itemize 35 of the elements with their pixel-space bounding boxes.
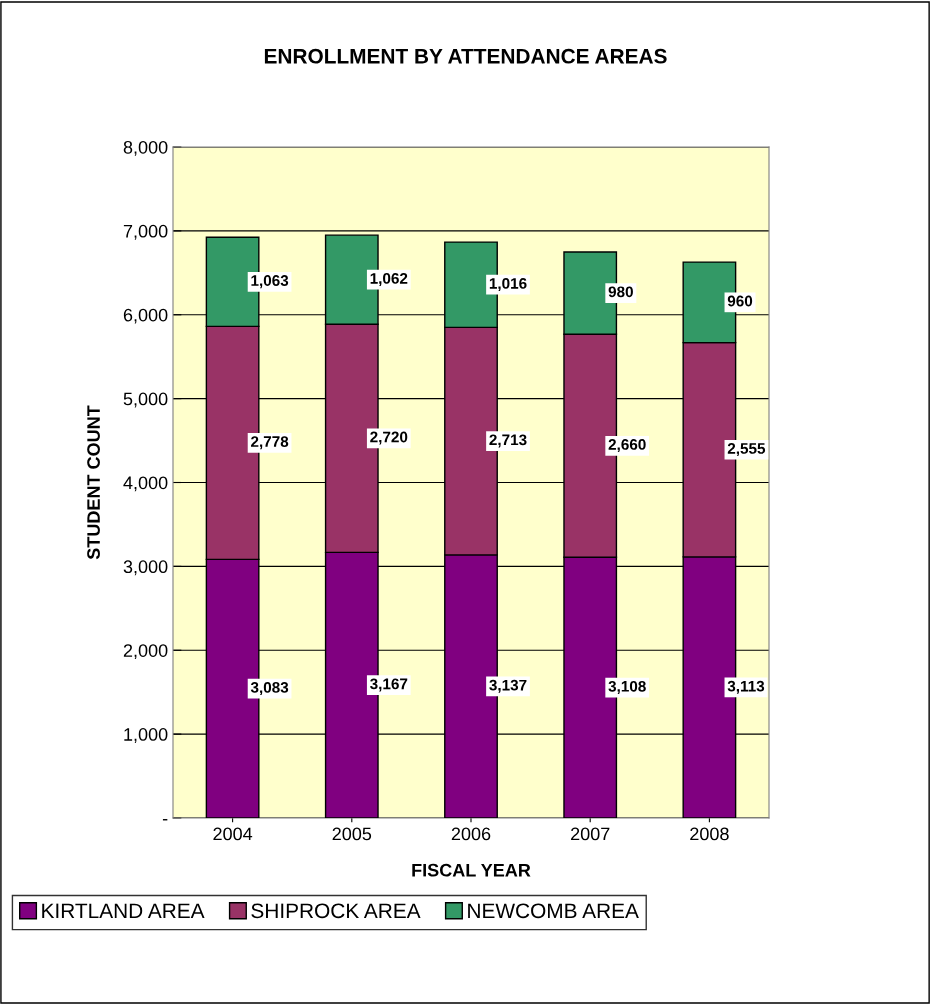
- data-label: 2,555: [727, 443, 766, 457]
- data-label: 3,083: [250, 681, 289, 696]
- data-label: 3,108: [608, 680, 646, 694]
- y-tick-label: 5,000: [123, 392, 168, 408]
- data-label: 2,660: [608, 439, 646, 453]
- x-tick-label: 2006: [451, 827, 491, 841]
- x-tick-label: 2007: [571, 827, 610, 841]
- data-label: 980: [608, 286, 633, 298]
- data-label: 1,063: [251, 275, 289, 289]
- y-tick-label: -: [162, 819, 168, 821]
- y-tick-label: 8,000: [123, 140, 168, 156]
- y-tick-label: 3,000: [123, 560, 168, 576]
- x-tick-label: 2005: [332, 827, 372, 841]
- y-tick-label: 7,000: [123, 224, 168, 240]
- y-tick-label: 1,000: [124, 728, 168, 743]
- data-label: 3,113: [727, 680, 765, 694]
- x-tick-label: 2004: [213, 827, 253, 841]
- chart-title: ENROLLMENT BY ATTENDANCE AREAS: [264, 48, 667, 64]
- y-axis-title: STUDENT COUNT: [87, 405, 100, 560]
- y-tick-label: 2,000: [123, 644, 168, 660]
- y-tick-label: 4,000: [123, 476, 168, 492]
- data-label: 2,778: [251, 436, 289, 450]
- y-tick-label: 6,000: [123, 308, 168, 324]
- x-axis-title: FISCAL YEAR: [412, 863, 531, 877]
- data-label: 2,713: [489, 434, 527, 448]
- data-label: 1,062: [370, 272, 408, 287]
- legend-label: KIRTLAND AREA: [42, 903, 205, 918]
- x-tick-label: 2008: [690, 827, 729, 841]
- data-label: 3,137: [489, 679, 527, 693]
- data-label: 960: [727, 295, 753, 307]
- data-label: 2,720: [370, 431, 408, 445]
- data-label: 3,167: [370, 678, 408, 692]
- data-label: 1,016: [489, 278, 527, 292]
- legend-label: NEWCOMB AREA: [468, 903, 639, 919]
- legend-label: SHIPROCK AREA: [251, 903, 421, 919]
